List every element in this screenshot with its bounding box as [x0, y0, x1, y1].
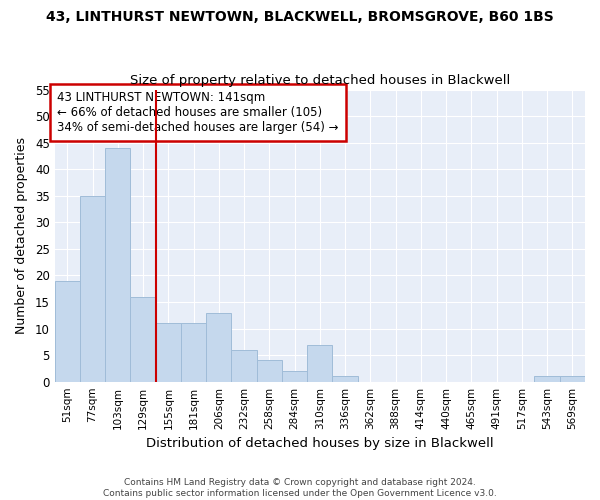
Bar [80, 196, 105, 382]
Bar [105, 148, 130, 382]
Bar [535, 376, 560, 382]
X-axis label: Distribution of detached houses by size in Blackwell: Distribution of detached houses by size … [146, 437, 494, 450]
Bar [55, 281, 80, 382]
Bar [282, 371, 307, 382]
Y-axis label: Number of detached properties: Number of detached properties [15, 137, 28, 334]
Bar [257, 360, 282, 382]
Bar [155, 324, 181, 382]
Bar [307, 344, 332, 382]
Title: Size of property relative to detached houses in Blackwell: Size of property relative to detached ho… [130, 74, 510, 87]
Bar [560, 376, 585, 382]
Bar [332, 376, 358, 382]
Text: 43, LINTHURST NEWTOWN, BLACKWELL, BROMSGROVE, B60 1BS: 43, LINTHURST NEWTOWN, BLACKWELL, BROMSG… [46, 10, 554, 24]
Bar [206, 312, 232, 382]
Text: 43 LINTHURST NEWTOWN: 141sqm
← 66% of detached houses are smaller (105)
34% of s: 43 LINTHURST NEWTOWN: 141sqm ← 66% of de… [58, 91, 339, 134]
Text: Contains HM Land Registry data © Crown copyright and database right 2024.
Contai: Contains HM Land Registry data © Crown c… [103, 478, 497, 498]
Bar [181, 324, 206, 382]
Bar [232, 350, 257, 382]
Bar [130, 296, 155, 382]
